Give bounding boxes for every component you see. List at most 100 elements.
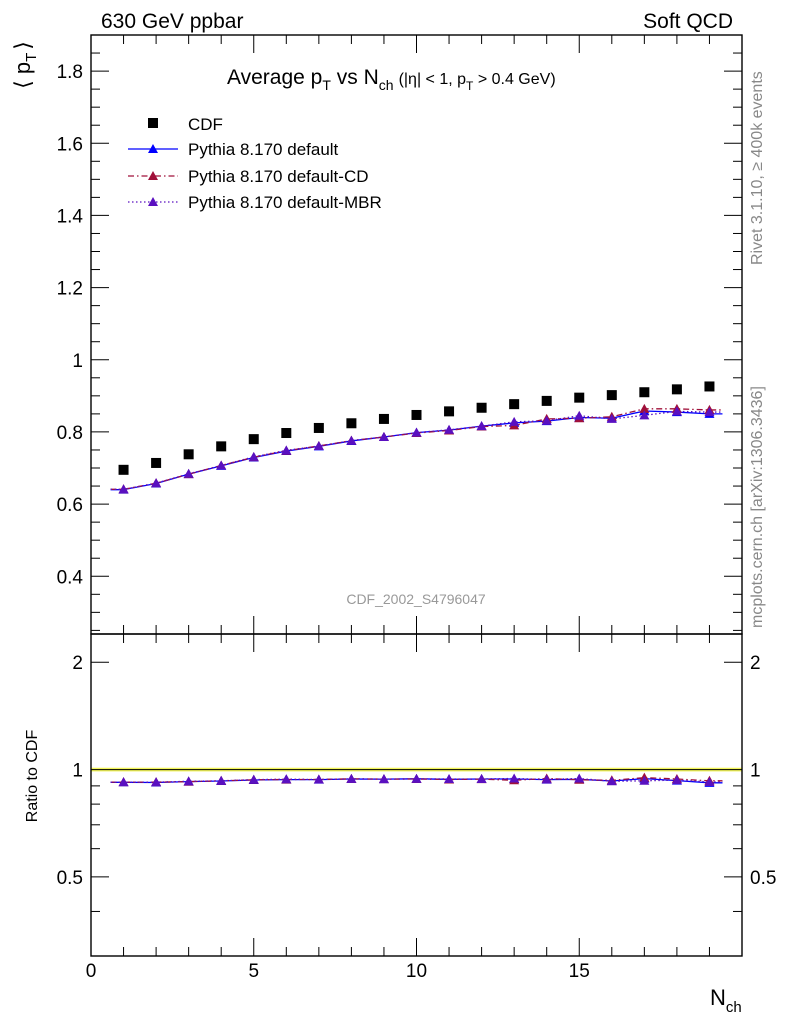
ratio-series-marker-2 (118, 777, 129, 787)
main-y-tick-label: 1 (72, 351, 83, 372)
ratio-y-tick-label-right: 0.5 (750, 868, 776, 889)
ratio-series-marker-2 (509, 773, 520, 783)
analysis-watermark: CDF_2002_S4796047 (346, 591, 486, 607)
ratio-series-line-2 (110, 777, 723, 783)
main-series-marker-3 (151, 478, 162, 488)
main-series-cdf-point (216, 441, 227, 452)
ratio-y-axis-label: Ratio to CDF (24, 730, 41, 823)
main-series-cdf-point (671, 384, 682, 395)
legend-marker-default (148, 144, 158, 153)
legend-marker-default-cd (148, 171, 158, 180)
ratio-y-tick-label: 2 (72, 653, 83, 674)
main-title: Average pT vs Nch (|η| < 1, pT > 0.4 GeV) (227, 66, 556, 93)
ratio-axes: 0 5 10 15 0.5 0.5 1 1 2 2 (57, 634, 776, 982)
header-right: Soft QCD (643, 10, 733, 33)
legend: CDF Pythia 8.170 default Pythia 8.170 de… (128, 115, 382, 212)
mcplots-label: mcplots.cern.ch [arXiv:1306.3436] (749, 386, 766, 628)
main-y-tick-label: 0.6 (57, 495, 83, 516)
x-tick-label: 0 (86, 961, 97, 982)
main-series-cdf-point (118, 464, 129, 475)
main-series-marker-3 (411, 427, 422, 437)
ratio-series-marker-2 (313, 774, 324, 784)
ratio-series-marker-2 (411, 773, 422, 783)
main-series-cdf-point (444, 406, 455, 417)
main-series-marker-3 (216, 460, 227, 470)
ratio-series-marker-2 (346, 773, 357, 783)
main-y-tick-label: 0.8 (57, 423, 83, 444)
main-series (110, 381, 723, 494)
main-series-marker-3 (346, 435, 357, 445)
main-series-marker-3 (671, 406, 682, 416)
main-series-line-3 (110, 410, 723, 490)
x-tick-label: 15 (569, 961, 590, 982)
main-series-marker-3 (444, 424, 455, 434)
main-y-tick-label: 0.4 (57, 567, 84, 588)
x-tick-label: 10 (406, 961, 427, 982)
main-series-cdf-point (704, 381, 715, 392)
main-series-cdf-point (281, 428, 292, 439)
ratio-series-marker-2 (444, 773, 455, 783)
x-axis-label: Nch (710, 985, 742, 1016)
main-series-line-1 (110, 410, 723, 491)
main-series-marker-3 (476, 421, 487, 431)
ratio-series-marker-2 (216, 775, 227, 785)
main-series-line-2 (110, 408, 723, 490)
ratio-series-marker-2 (151, 777, 162, 787)
main-series-cdf-point (476, 402, 487, 413)
main-series-cdf-point (151, 457, 162, 468)
ratio-y-tick-label: 1 (72, 761, 83, 782)
legend-label-default-mbr: Pythia 8.170 default-MBR (188, 193, 382, 212)
header-left: 630 GeV ppbar (101, 10, 243, 33)
ratio-series-marker-2 (639, 775, 650, 785)
ratio-series-marker-2 (378, 774, 389, 784)
main-series-cdf-point (411, 409, 422, 420)
ratio-series-marker-2 (671, 775, 682, 785)
ratio-y-tick-label-right: 1 (750, 761, 761, 782)
main-series-marker-3 (313, 441, 324, 451)
ratio-panel-frame (90, 633, 743, 957)
main-series-marker-3 (183, 468, 194, 478)
ratio-series-marker-2 (183, 776, 194, 786)
main-series-marker-3 (378, 431, 389, 441)
main-y-tick-label: 1.2 (57, 279, 83, 300)
rivet-label: Rivet 3.1.10, ≥ 400k events (749, 71, 766, 265)
legend-marker-cdf (148, 118, 158, 128)
main-series-cdf-point (183, 449, 194, 460)
main-series-marker-3 (639, 410, 650, 420)
main-series-marker-3 (704, 407, 715, 417)
main-series-marker-3 (574, 410, 585, 420)
main-series-marker-3 (281, 445, 292, 455)
legend-label-default: Pythia 8.170 default (188, 140, 339, 159)
ratio-series-marker-2 (281, 774, 292, 784)
main-series-cdf-point (378, 413, 389, 424)
main-series-marker-3 (248, 451, 259, 461)
ratio-series-marker-2 (248, 774, 259, 784)
main-y-tick-label: 1.4 (57, 206, 84, 227)
legend-label-cdf: CDF (188, 115, 223, 134)
main-series-cdf-point (313, 422, 324, 433)
legend-marker-default-mbr (148, 197, 158, 206)
ratio-series-marker-2 (574, 773, 585, 783)
main-y-tick-label: 1.8 (57, 62, 83, 83)
ratio-series-marker-2 (541, 774, 552, 784)
main-series-marker-3 (541, 415, 552, 425)
main-series-cdf-point (541, 395, 552, 406)
main-series-marker-3 (606, 413, 617, 423)
ratio-series-marker-2 (704, 776, 715, 786)
main-y-tick-label: 1.6 (57, 134, 83, 155)
ratio-series-marker-2 (476, 773, 487, 783)
x-tick-label: 5 (248, 961, 259, 982)
ratio-series-marker-2 (606, 776, 617, 786)
main-series-marker-3 (118, 484, 129, 494)
main-series-cdf-point (509, 399, 520, 410)
main-series-marker-2 (639, 403, 650, 413)
ratio-y-tick-label: 0.5 (57, 868, 83, 889)
main-series-cdf-point (574, 392, 585, 403)
main-series-cdf-point (248, 434, 259, 445)
main-y-axis-label-sub: T (23, 53, 40, 62)
main-y-axis-label: ⟨ pT⟩ (10, 41, 40, 89)
main-series-cdf-point (639, 387, 650, 398)
legend-label-default-cd: Pythia 8.170 default-CD (188, 167, 369, 186)
main-series-cdf-point (606, 390, 617, 401)
